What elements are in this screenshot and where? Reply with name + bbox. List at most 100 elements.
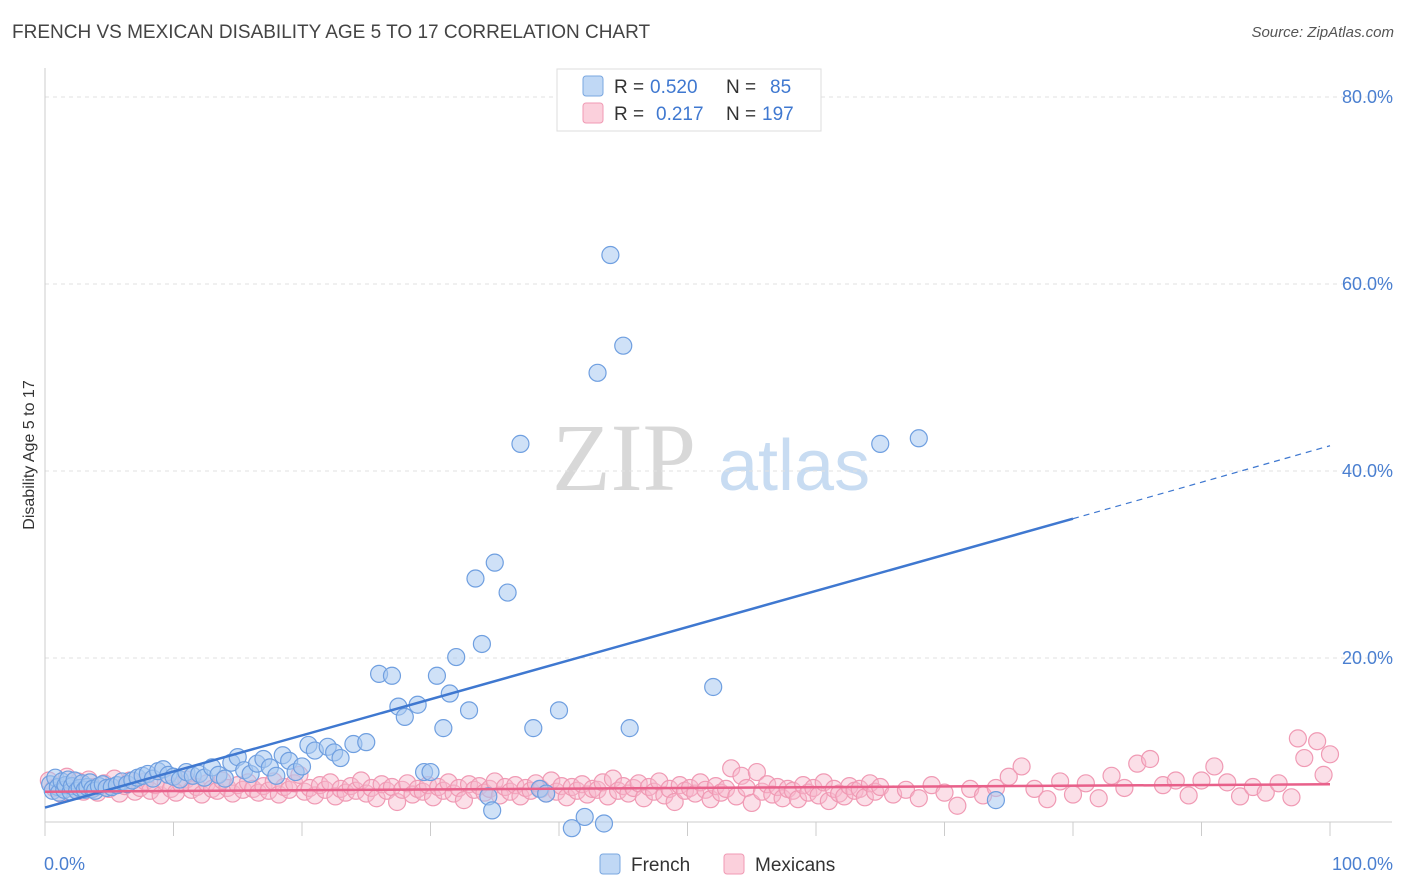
x-tick-label-0: 0.0% <box>44 854 85 874</box>
legend-r-value-french: 0.520 <box>650 77 698 98</box>
legend-n-label-french: N = <box>726 77 756 98</box>
mexicans-point-77 <box>439 773 458 792</box>
y-tick-label-1: 40.0% <box>1342 461 1393 481</box>
mexicans-point-121 <box>665 792 684 812</box>
mexicans-point-137 <box>747 762 766 782</box>
mexicans-point-118 <box>650 772 669 791</box>
mexicans-point-107 <box>593 773 612 792</box>
mexicans-point-178 <box>1089 789 1108 808</box>
french-point-96 <box>986 791 1006 810</box>
mexicans-point-177 <box>1076 774 1095 793</box>
french-point-80 <box>498 583 517 602</box>
french-point-43 <box>215 769 234 788</box>
french-point-93 <box>704 677 723 697</box>
mexicans-point-123 <box>675 781 695 800</box>
mexicans-points <box>39 729 1340 815</box>
french-point-74 <box>459 701 479 720</box>
axes <box>44 68 1392 836</box>
mexicans-point-127 <box>696 780 715 799</box>
french-point-82 <box>524 719 543 738</box>
french-point-91 <box>614 336 633 355</box>
french-point-86 <box>562 819 581 838</box>
bottom-legend-label-french: French <box>631 855 690 876</box>
french-point-62 <box>357 733 376 752</box>
legend-r-label-mexicans: R = <box>614 104 644 125</box>
source-label: Source: ZipAtlas.com <box>1251 24 1394 41</box>
grid-lines <box>45 96 1392 659</box>
legend-n-label-mexicans: N = <box>726 104 756 125</box>
french-point-92 <box>620 719 639 738</box>
mexicans-point-132 <box>722 759 741 778</box>
mexicans-point-193 <box>1282 788 1301 807</box>
legend-n-value-french: 85 <box>770 77 791 98</box>
mexicans-point-184 <box>1166 771 1185 790</box>
mexicans-point-104 <box>578 785 597 804</box>
legend-r-label-french: R = <box>614 77 644 98</box>
trend-lines <box>44 445 1331 809</box>
mexicans-point-185 <box>1179 786 1198 805</box>
french-point-71 <box>434 719 453 738</box>
mexicans-point-173 <box>1025 779 1044 799</box>
y-tick-label-2: 60.0% <box>1342 274 1393 294</box>
mexicans-point-164 <box>909 789 928 808</box>
y-tick-label-3: 80.0% <box>1342 87 1393 107</box>
french-point-55 <box>292 757 312 776</box>
french-point-70 <box>427 666 447 685</box>
mexicans-point-197 <box>1320 745 1340 764</box>
french-point-88 <box>588 363 607 382</box>
french-point-94 <box>871 434 890 453</box>
french-point-81 <box>511 434 530 453</box>
mexicans-point-172 <box>1012 757 1031 776</box>
stats-legend: R = 0.520 N = 85 R = 0.217 N = 197 <box>556 68 822 132</box>
french-point-89 <box>594 814 614 833</box>
y-tick-label-0: 20.0% <box>1342 648 1393 668</box>
mexicans-point-186 <box>1192 771 1211 790</box>
mexicans-point-166 <box>935 783 954 802</box>
french-point-64 <box>382 666 402 685</box>
french-trend-line <box>44 517 1074 809</box>
mexicans-point-187 <box>1205 757 1224 776</box>
mexicans-point-180 <box>1115 778 1134 798</box>
mexicans-point-153 <box>830 784 849 803</box>
mexicans-point-188 <box>1218 773 1237 792</box>
french-point-51 <box>267 766 286 785</box>
mexicans-point-175 <box>1051 772 1070 791</box>
french-point-79 <box>485 553 504 572</box>
chart-title: FRENCH VS MEXICAN DISABILITY AGE 5 TO 17… <box>12 22 651 43</box>
mexicans-point-115 <box>634 789 653 808</box>
bottom-legend-swatch-french <box>599 853 621 875</box>
mexicans-point-195 <box>1295 748 1314 768</box>
y-axis-title: Disability Age 5 to 17 <box>21 380 38 530</box>
mexicans-point-62 <box>362 778 381 798</box>
mexicans-point-179 <box>1102 766 1121 785</box>
mexicans-point-122 <box>670 776 689 795</box>
mexicans-point-194 <box>1288 729 1307 748</box>
mexicans-point-198 <box>1314 765 1333 784</box>
mexicans-point-142 <box>773 789 792 808</box>
french-point-85 <box>549 701 569 720</box>
mexicans-point-174 <box>1038 790 1057 809</box>
french-point-78 <box>483 801 502 820</box>
watermark-atlas: atlas <box>718 426 870 506</box>
mexicans-point-182 <box>1140 749 1160 769</box>
mexicans-trend-line <box>44 782 1331 793</box>
legend-swatch-french <box>582 75 604 97</box>
mexicans-point-136 <box>742 793 761 813</box>
french-point-75 <box>472 634 491 654</box>
mexicans-point-196 <box>1308 732 1327 751</box>
bottom-legend-swatch-mexicans <box>723 853 745 875</box>
french-point-73 <box>447 647 466 667</box>
mexicans-point-158 <box>855 788 874 807</box>
legend-swatch-mexicans <box>582 102 604 124</box>
bottom-legend-label-mexicans: Mexicans <box>755 855 835 876</box>
mexicans-point-167 <box>948 796 967 815</box>
french-point-60 <box>331 748 350 768</box>
french-point-90 <box>601 245 620 265</box>
french-point-76 <box>466 569 485 588</box>
french-point-95 <box>909 429 928 448</box>
tick-labels: 20.0% 40.0% 60.0% 80.0% 0.0% 100.0% <box>44 87 1393 874</box>
mexicans-point-69 <box>398 774 417 793</box>
series-legend: French Mexicans <box>599 853 835 876</box>
mexicans-point-145 <box>788 790 808 809</box>
